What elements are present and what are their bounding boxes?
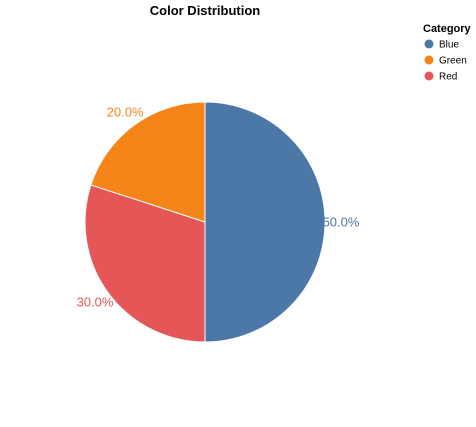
legend-swatch-red (424, 71, 434, 81)
chart-title: Color Distribution (150, 3, 261, 18)
legend-items: Blue Green Red (424, 39, 467, 83)
slice-label-blue: 50.0% (323, 215, 360, 230)
legend-title: Category (423, 23, 472, 35)
pie-slice-blue (204, 101, 326, 343)
slice-label-red: 30.0% (77, 294, 114, 309)
pie-slice-green (90, 101, 206, 223)
legend: Category Blue Green Red (423, 23, 472, 83)
legend-label-blue: Blue (439, 40, 459, 51)
pie-slices (84, 101, 326, 343)
legend-label-green: Green (439, 56, 467, 67)
slice-label-green: 20.0% (107, 105, 144, 120)
legend-label-red: Red (439, 72, 457, 83)
pie-slice-labels: 50.0% 30.0% 20.0% (77, 105, 360, 310)
pie-slice-red (84, 184, 206, 343)
legend-swatch-green (424, 55, 434, 65)
legend-swatch-blue (424, 39, 434, 49)
